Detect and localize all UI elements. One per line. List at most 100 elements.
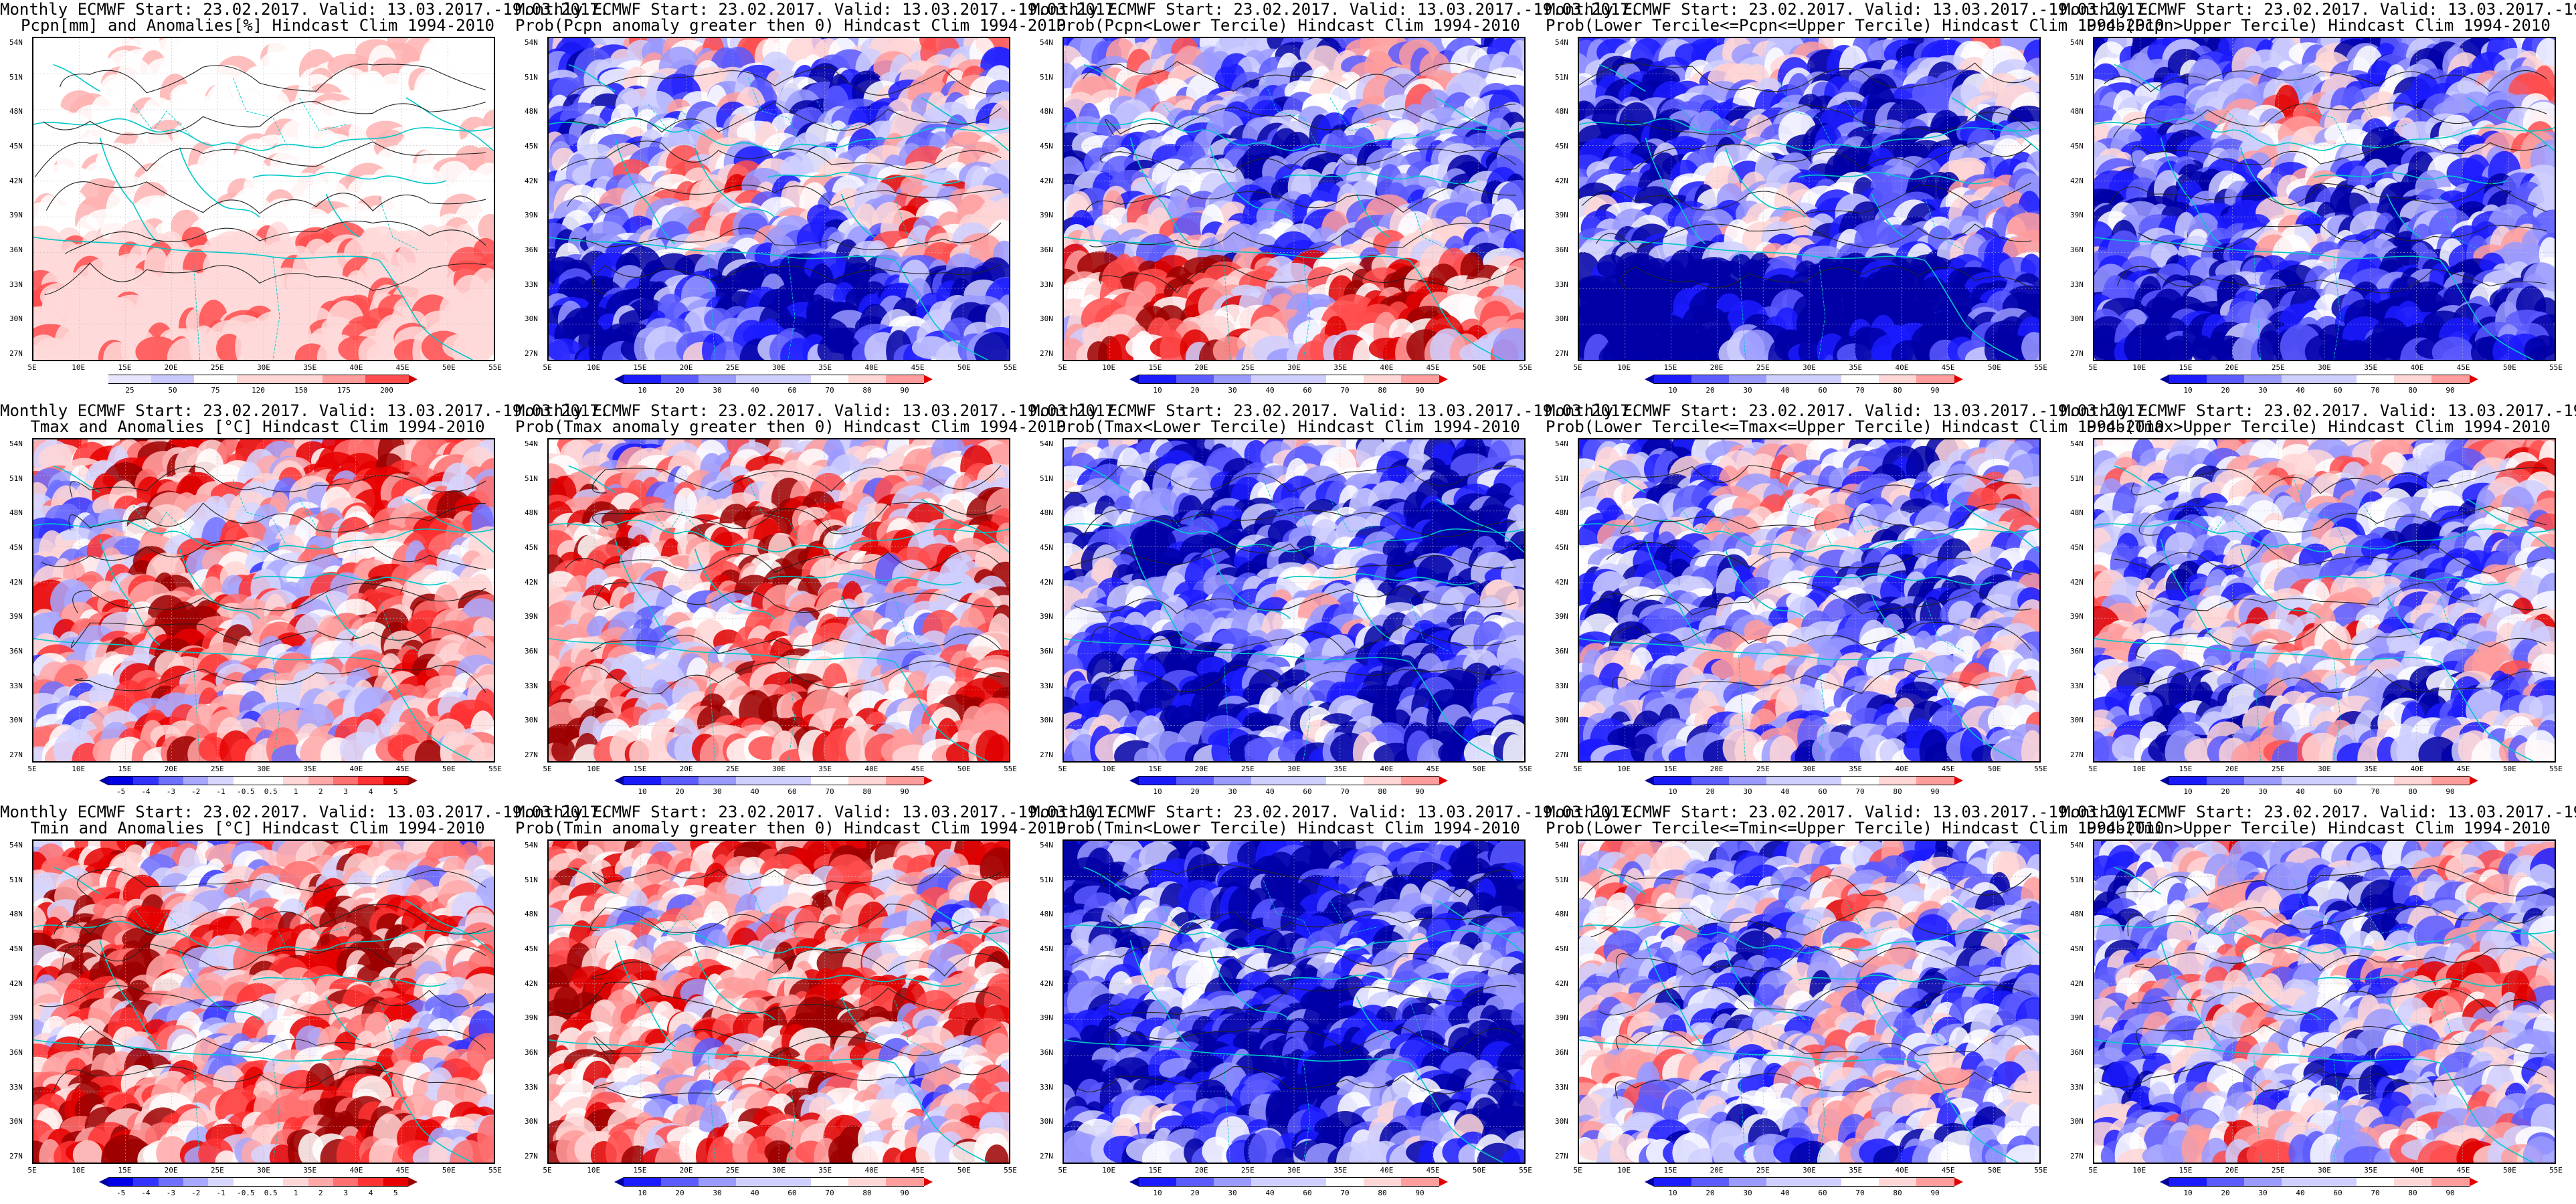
coastline	[1209, 147, 1291, 218]
field-cell	[478, 213, 494, 245]
panel-title-line1: Monthly ECMWF Start: 23.02.2017. Valid: …	[0, 401, 610, 420]
colorbar-tick-label: 40	[1780, 386, 1790, 395]
latitude-label: 54N	[525, 38, 538, 47]
panel-title-line1: Monthly ECMWF Start: 23.02.2017. Valid: …	[2061, 0, 2576, 19]
coastline	[252, 172, 446, 185]
forecast-map	[32, 37, 495, 361]
panel-title-line2: Prob(Pcpn>Upper Tercile) Hindcast Clim 1…	[2086, 16, 2551, 35]
colorbar-segment	[1139, 375, 1177, 384]
field-cell	[2021, 332, 2039, 360]
colorbar-tick-label: 20	[1706, 386, 1715, 395]
contour-line	[1621, 141, 2032, 171]
contour-line	[44, 262, 486, 295]
field-cell	[1635, 342, 1663, 360]
map-panel: Monthly ECMWF Start: 23.02.2017. Valid: …	[1546, 0, 2165, 401]
coastline	[568, 64, 616, 92]
coastline	[2386, 193, 2421, 238]
colorbar-segment	[237, 375, 280, 384]
field-cell	[711, 341, 747, 360]
contour-line	[34, 141, 486, 178]
colorbar-tick-label: 40	[750, 386, 759, 395]
coastline	[405, 97, 494, 152]
colorbar: 25 50 75 120 150 175 200	[99, 375, 418, 395]
colorbar-segment	[848, 375, 887, 384]
contour-line	[65, 220, 486, 255]
contour-line	[2131, 142, 2547, 169]
longitude-label: 15E	[118, 765, 132, 773]
longitude-label: 35E	[2364, 363, 2378, 372]
coastline	[1436, 97, 1524, 152]
longitude-label: 5E	[2088, 363, 2098, 372]
panel-title-line2: Prob(Pcpn anomaly greater then 0) Hindca…	[515, 16, 1067, 35]
colorbar: 10 20 30 40 60 70 80 90	[1129, 375, 1448, 395]
latitude-label: 33N	[1555, 280, 1568, 289]
longitude-label: 55E	[2034, 363, 2047, 372]
longitude-label: 15E	[118, 363, 132, 372]
latitude-label: 42N	[1555, 176, 1568, 185]
latitude-label: 51N	[9, 474, 23, 483]
coastline	[325, 193, 360, 238]
contour-line	[567, 66, 1002, 98]
colorbar-left-arrow	[2160, 375, 2169, 384]
latitude-label: 48N	[9, 508, 23, 518]
longitude-label: 10E	[72, 363, 86, 372]
latitude-label: 39N	[9, 612, 23, 621]
colorbar-tick-label: 25	[125, 386, 134, 395]
longitude-label: 30E	[1803, 363, 1816, 372]
map-panel: Monthly ECMWF Start: 23.02.2017. Valid: …	[0, 401, 610, 803]
forecast-map	[2093, 37, 2556, 361]
coastline	[99, 137, 161, 245]
country-border	[1223, 254, 1231, 360]
colorbar-segment	[1364, 375, 1402, 384]
contour-line	[43, 101, 486, 136]
latitude-label: 45N	[1040, 142, 1053, 150]
contour-line	[591, 264, 1002, 295]
contour-line	[60, 64, 486, 94]
contour-line	[571, 222, 1002, 250]
coastline	[614, 137, 676, 245]
colorbar-tick-label: 50	[168, 386, 177, 395]
coastline	[894, 260, 988, 360]
colorbar-left-arrow	[614, 375, 624, 384]
panel-title-line2: Prob(Pcpn<Lower Tercile) Hindcast Clim 1…	[1056, 16, 1520, 35]
colorbar-tick-label: 40	[1265, 386, 1275, 395]
latitude-label: 45N	[1555, 142, 1568, 150]
latitude-label: 51N	[1040, 72, 1053, 82]
country-border	[1924, 197, 1965, 251]
contour-line	[45, 181, 486, 214]
country-border	[1263, 78, 1317, 144]
latitude-label: 51N	[2070, 72, 2084, 82]
contour-line	[1099, 264, 1517, 294]
latitude-label: 42N	[2070, 176, 2084, 185]
coastline	[2094, 236, 2441, 261]
colorbar-segment	[1251, 375, 1289, 384]
longitude-label: 10E	[72, 765, 86, 773]
longitude-label: 50E	[442, 765, 456, 773]
longitude-label: 50E	[1472, 363, 1486, 372]
longitude-label: 30E	[1287, 363, 1301, 372]
colorbar-segment	[811, 375, 849, 384]
colorbar-segment	[1176, 375, 1214, 384]
longitude-label: 25E	[725, 363, 739, 372]
country-border	[132, 104, 193, 138]
coastline	[1924, 260, 2019, 360]
longitude-label: 20E	[679, 363, 693, 372]
colorbar-segment	[323, 375, 366, 384]
colorbar-tick-label: 80	[2408, 386, 2417, 395]
colorbar-tick-label: 60	[788, 386, 797, 395]
longitude-label: 20E	[164, 363, 178, 372]
coastline	[1645, 137, 1706, 245]
colorbar-tick-label: 10	[1153, 386, 1162, 395]
longitude-label: 10E	[2132, 363, 2146, 372]
longitude-label: 5E	[1573, 363, 1582, 372]
contour-line	[1105, 104, 1517, 136]
latitude-label: 33N	[525, 280, 538, 289]
colorbar-segment	[151, 375, 195, 384]
coastline	[549, 118, 1009, 151]
colorbar-left-arrow	[1645, 375, 1654, 384]
panel-title-line1: Monthly ECMWF Start: 23.02.2017. Valid: …	[1030, 0, 1640, 19]
colorbar-segment	[1729, 375, 1767, 384]
colorbar-segment	[1289, 375, 1327, 384]
contour-line	[1581, 182, 2032, 214]
